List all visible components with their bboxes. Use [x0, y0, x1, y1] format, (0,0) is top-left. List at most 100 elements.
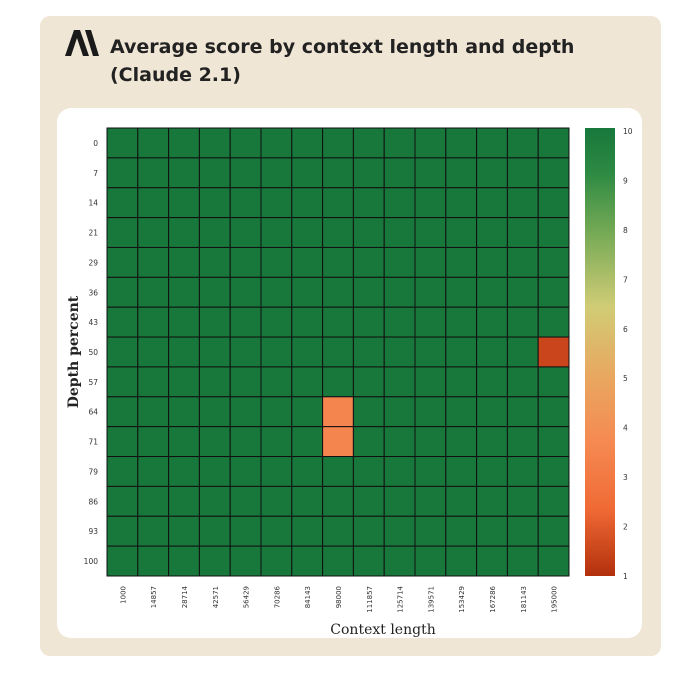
- heatmap-cell: [476, 217, 508, 248]
- heatmap-cell: [291, 306, 324, 338]
- heatmap-cell: [414, 456, 447, 487]
- heatmap-cell: [168, 336, 200, 368]
- heatmap-cell: [260, 217, 293, 248]
- heatmap-cell: [198, 157, 231, 189]
- heatmap-cell: [383, 545, 416, 577]
- page-title: Average score by context length and dept…: [110, 36, 575, 86]
- y-tick-label: 79: [88, 467, 98, 476]
- colorbar-tick-label: 7: [623, 275, 628, 284]
- heatmap-cell: [476, 127, 508, 159]
- heatmap-cell: [260, 187, 293, 219]
- x-tick-label: 70286: [273, 585, 281, 608]
- heatmap-cell: [106, 396, 139, 428]
- colorbar-tick-label: 6: [623, 325, 628, 334]
- heatmap-cell: [414, 306, 447, 338]
- heatmap-cell: [445, 187, 478, 219]
- heatmap-cell: [137, 426, 170, 458]
- heatmap-cell: [260, 396, 293, 428]
- heatmap-cell: [537, 157, 570, 189]
- heatmap-cell: [352, 485, 385, 517]
- heatmap-cell: [229, 396, 262, 428]
- heatmap-cell: [352, 545, 385, 577]
- heatmap-cell: [506, 456, 539, 487]
- heatmap-cell: [506, 276, 539, 308]
- heatmap-cell: [106, 515, 139, 547]
- heatmap-cell: [445, 127, 478, 159]
- heatmap-cell: [168, 246, 200, 278]
- colorbar-tick-label: 2: [623, 523, 628, 532]
- heatmap-cell: [229, 545, 262, 577]
- heatmap-cell: [168, 127, 200, 159]
- heatmap-cell: [291, 456, 324, 487]
- heatmap-cell: [537, 217, 570, 248]
- heatmap-cell: [198, 306, 231, 338]
- heatmap-cell: [106, 246, 139, 278]
- heatmap-cell: [537, 276, 570, 308]
- heatmap-cell: [322, 396, 354, 428]
- heatmap-cell: [106, 426, 139, 458]
- heatmap-cell: [198, 545, 231, 577]
- x-tick-label: 84143: [304, 586, 312, 608]
- heatmap-cell: [106, 456, 139, 487]
- heatmap-cell: [322, 157, 354, 189]
- heatmap-cell: [537, 306, 570, 338]
- heatmap-cell: [537, 515, 570, 547]
- heatmap-cell: [352, 276, 385, 308]
- heatmap-cell: [383, 485, 416, 517]
- y-tick-label: 64: [88, 408, 98, 417]
- y-tick-labels: 0 7 14 21 29 36 43 50 57 64 71 79 86 93 100: [84, 139, 99, 566]
- heatmap-cell: [322, 426, 354, 458]
- heatmap-cell: [291, 396, 324, 428]
- x-tick-label: 125714: [397, 585, 405, 612]
- heatmap-cell: [229, 515, 262, 547]
- heatmap-cell: [414, 127, 447, 159]
- heatmap-cell: [229, 187, 262, 219]
- heatmap-cell: [168, 306, 200, 338]
- heatmap-cell: [506, 366, 539, 398]
- y-tick-label: 57: [88, 378, 98, 387]
- heatmap-cell: [229, 276, 262, 308]
- heatmap-cell: [476, 515, 508, 547]
- x-tick-label: 42571: [212, 586, 220, 608]
- heatmap-cell: [383, 515, 416, 547]
- heatmap-cell: [383, 456, 416, 487]
- heatmap-cell: [414, 396, 447, 428]
- x-tick-label: 56429: [243, 586, 251, 608]
- y-tick-label: 50: [88, 348, 98, 357]
- heatmap-cell: [198, 217, 231, 248]
- heatmap-cell: [291, 515, 324, 547]
- heatmap-cell: [352, 336, 385, 368]
- heatmap-cell: [137, 336, 170, 368]
- heatmap-cell: [322, 366, 354, 398]
- heatmap-cell: [383, 366, 416, 398]
- heatmap-cell: [352, 515, 385, 547]
- y-tick-label: 100: [84, 557, 99, 566]
- heatmap-cell: [229, 246, 262, 278]
- heatmap-cell: [229, 127, 262, 159]
- heatmap-cell: [445, 157, 478, 189]
- heatmap-cell: [198, 127, 231, 159]
- heatmap-cell: [260, 426, 293, 458]
- heatmap-cell: [106, 276, 139, 308]
- heatmap-cell: [260, 336, 293, 368]
- heatmap-cell: [506, 157, 539, 189]
- heatmap-cell: [352, 217, 385, 248]
- heatmap-cell: [106, 336, 139, 368]
- heatmap-cell: [137, 217, 170, 248]
- heatmap-cell: [137, 515, 170, 547]
- colorbar-tick-label: 9: [623, 176, 628, 185]
- heatmap-cell: [537, 456, 570, 487]
- heatmap-cell: [537, 127, 570, 159]
- heatmap-cell: [322, 456, 354, 487]
- x-tick-label: 153429: [458, 586, 466, 613]
- heatmap-cell: [137, 396, 170, 428]
- heatmap-cell: [414, 515, 447, 547]
- heatmap-cell: [537, 366, 570, 398]
- heatmap-cell: [229, 485, 262, 517]
- y-tick-label: 43: [88, 318, 98, 327]
- heatmap-cell: [291, 545, 324, 577]
- heatmap-cell: [168, 515, 200, 547]
- heatmap-cell: [229, 306, 262, 338]
- heatmap-cell: [506, 485, 539, 517]
- x-tick-label: 28714: [181, 585, 189, 608]
